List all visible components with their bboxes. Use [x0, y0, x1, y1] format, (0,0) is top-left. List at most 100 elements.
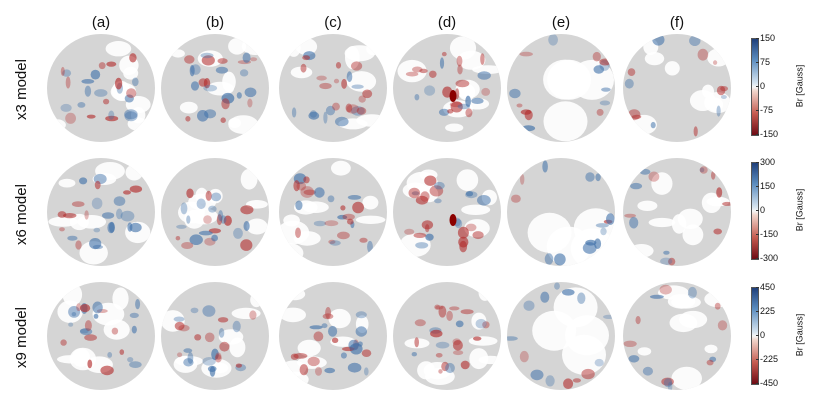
positive-flux-patch	[335, 116, 349, 127]
negative-flux-patch	[249, 57, 258, 62]
positive-flux-patch	[233, 227, 243, 239]
quiet-region	[456, 169, 479, 191]
positive-flux-patch	[208, 205, 217, 213]
negative-flux-patch	[319, 82, 332, 90]
quiet-region	[449, 36, 477, 60]
positive-flux-patch	[477, 71, 491, 80]
negative-flux-patch	[465, 223, 477, 232]
positive-flux-patch	[113, 196, 126, 206]
negative-flux-patch	[105, 115, 119, 122]
colorbar-x6-tick: 300	[755, 157, 776, 167]
disk-x3-e	[507, 34, 615, 142]
negative-flux-patch	[203, 215, 212, 224]
positive-flux-patch	[68, 306, 81, 318]
negative-flux-patch	[706, 359, 714, 366]
quiet-region	[48, 216, 78, 227]
negative-flux-patch	[293, 180, 300, 192]
negative-flux-patch	[186, 188, 194, 199]
positive-flux-patch	[313, 220, 326, 227]
colorbar-x9-tick: 225	[755, 306, 776, 316]
negative-flux-patch	[460, 360, 470, 370]
colorbar-x6-tick: 150	[755, 181, 776, 191]
positive-flux-patch	[183, 358, 194, 367]
negative-flux-patch	[716, 187, 723, 198]
positive-flux-patch	[699, 167, 705, 173]
negative-flux-patch	[84, 334, 97, 341]
positive-flux-patch	[211, 192, 222, 202]
row-label-x9: x9 model	[12, 306, 30, 368]
positive-flux-patch	[232, 320, 241, 333]
quiet-region	[671, 366, 702, 390]
positive-flux-patch	[129, 361, 142, 368]
negative-flux-patch	[352, 201, 364, 214]
quiet-region	[57, 355, 86, 364]
negative-flux-patch	[71, 201, 85, 207]
negative-flux-patch	[293, 353, 308, 359]
colorbar-x9-tick: 0	[755, 330, 766, 340]
quiet-region	[250, 292, 263, 308]
positive-flux-patch	[314, 187, 325, 198]
negative-flux-patch	[341, 78, 347, 89]
negative-flux-patch	[86, 114, 96, 119]
positive-flux-patch	[709, 356, 717, 362]
negative-flux-patch	[519, 350, 529, 363]
negative-flux-patch	[84, 210, 89, 220]
positive-flux-patch	[124, 109, 138, 120]
positive-flux-patch	[220, 215, 227, 224]
negative-flux-patch	[450, 101, 463, 113]
quiet-region	[553, 287, 598, 328]
negative-flux-patch	[457, 64, 463, 75]
column-label-c: (c)	[324, 14, 342, 31]
quiet-region	[103, 319, 130, 340]
negative-flux-patch	[184, 55, 195, 64]
quiet-region	[637, 200, 658, 211]
colorbar-x3-unit: Br [Gauss]	[794, 64, 805, 108]
quiet-region	[279, 243, 304, 263]
positive-flux-patch	[414, 94, 420, 101]
colorbar-x6-tick: -300	[755, 253, 779, 263]
colorbar-x9-tick: -225	[755, 354, 779, 364]
colorbar-x3-tick: -75	[755, 105, 774, 115]
positive-flux-patch	[477, 195, 491, 206]
disk-x9-d	[393, 282, 501, 390]
positive-flux-patch	[329, 240, 341, 246]
colorbar-x3-tick: 0	[755, 81, 766, 91]
quiet-region	[362, 195, 379, 210]
positive-flux-patch	[94, 89, 108, 97]
negative-flux-patch	[661, 377, 674, 386]
quiet-region	[179, 101, 198, 114]
quiet-region	[455, 79, 480, 99]
negative-flux-patch	[592, 51, 601, 62]
quiet-region	[417, 361, 436, 380]
negative-flux-patch	[235, 363, 242, 368]
positive-flux-patch	[348, 339, 359, 351]
positive-flux-patch	[132, 77, 139, 87]
negative-flux-patch	[181, 242, 194, 249]
negative-flux-patch	[668, 257, 676, 266]
disk-x6-b	[161, 158, 269, 266]
negative-flux-patch	[572, 378, 581, 383]
positive-flux-patch	[211, 348, 219, 360]
positive-flux-patch	[92, 301, 103, 314]
negative-flux-patch	[520, 173, 525, 185]
quiet-region	[704, 92, 731, 114]
positive-flux-patch	[243, 221, 250, 231]
negative-flux-patch	[438, 305, 447, 318]
negative-flux-patch	[129, 53, 137, 63]
positive-flux-patch	[60, 103, 72, 112]
positive-flux-patch	[190, 307, 199, 314]
quiet-region	[293, 231, 321, 246]
positive-flux-patch	[244, 87, 257, 98]
negative-flux-patch	[434, 304, 441, 310]
positive-flux-patch	[594, 358, 604, 367]
positive-flux-patch	[687, 286, 697, 299]
colorbar-x9	[751, 287, 759, 385]
disk-x6-f	[623, 158, 731, 266]
negative-flux-patch	[713, 60, 718, 65]
quiet-region	[290, 66, 313, 79]
negative-flux-patch	[446, 310, 453, 321]
positive-flux-patch	[328, 325, 338, 337]
quiet-region	[218, 329, 244, 345]
negative-flux-patch	[316, 75, 327, 81]
column-label-a: (a)	[91, 14, 111, 31]
